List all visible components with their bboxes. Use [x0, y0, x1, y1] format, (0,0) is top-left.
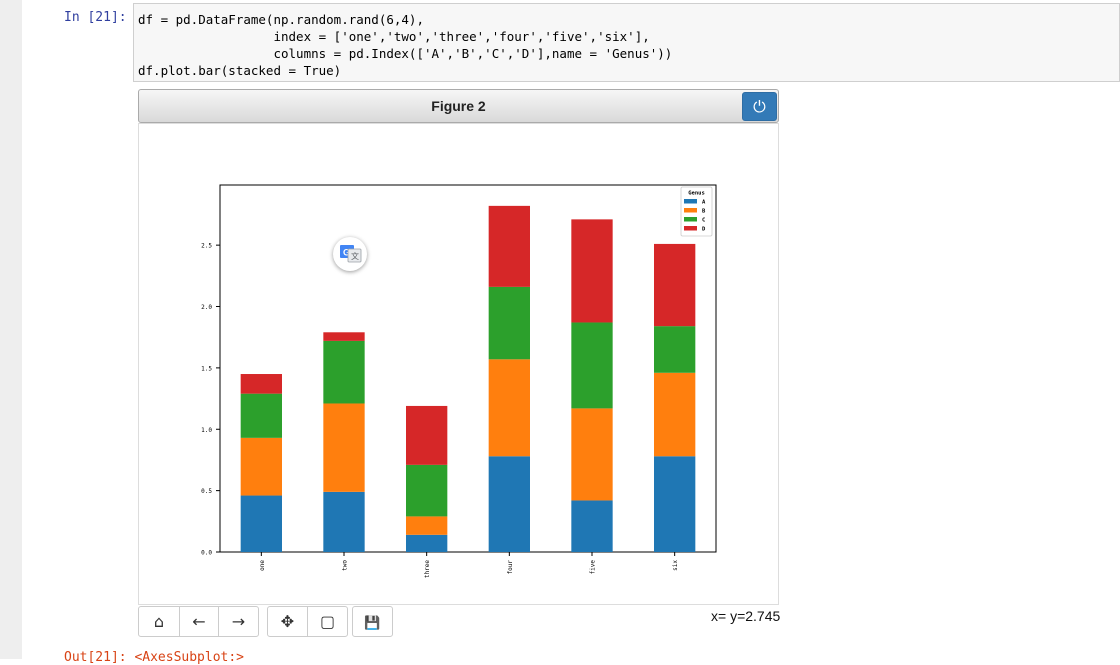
notebook-gutter — [0, 0, 22, 659]
legend-label-A: A — [702, 200, 706, 206]
code-cell[interactable]: df = pd.DataFrame(np.random.rand(6,4), i… — [133, 3, 1120, 82]
bar-D-three — [406, 405, 448, 465]
coordinate-readout: x= y=2.745 — [711, 608, 781, 624]
figure-header: Figure 2 ⏻ — [138, 89, 779, 123]
zoom-button[interactable]: ▢ — [307, 606, 348, 637]
bar-D-two — [323, 332, 365, 341]
bar-C-two — [323, 340, 365, 404]
figure-title: Figure 2 — [431, 98, 486, 114]
y-tick-label: 0.0 — [201, 550, 212, 557]
legend-swatch-A — [684, 199, 697, 204]
legend-swatch-C — [684, 217, 697, 222]
bar-C-six — [654, 326, 696, 373]
forward-button[interactable]: → — [218, 606, 259, 637]
home-icon: ⌂ — [153, 612, 165, 631]
bar-C-one — [240, 393, 282, 438]
bar-A-five — [571, 500, 613, 552]
bar-A-three — [406, 534, 448, 552]
bar-B-three — [406, 516, 448, 535]
bar-B-four — [488, 359, 530, 457]
save-button[interactable]: 💾 — [352, 606, 393, 637]
bar-B-six — [654, 372, 696, 457]
back-button[interactable]: ← — [179, 606, 219, 637]
y-tick-label: 1.0 — [201, 427, 212, 434]
bar-A-one — [240, 495, 282, 552]
x-tick-label: one — [259, 560, 266, 571]
plot-area — [219, 184, 717, 553]
y-tick-label: 2.5 — [201, 243, 212, 250]
translate-extension-icon[interactable]: G 文 — [333, 237, 367, 271]
legend-label-C: C — [702, 218, 705, 224]
bar-B-one — [240, 437, 282, 496]
y-tick-label: 2.0 — [201, 304, 212, 311]
forward-icon: → — [231, 612, 246, 631]
svg-text:G: G — [343, 248, 350, 258]
x-tick-label: five — [590, 560, 597, 575]
power-icon: ⏻ — [753, 97, 766, 116]
bar-C-four — [488, 286, 530, 360]
x-tick-label: three — [424, 560, 431, 578]
bar-A-four — [488, 456, 530, 552]
output-prompt: Out[21]: <AxesSubplot:> — [64, 650, 245, 665]
legend-swatch-D — [684, 226, 697, 231]
bar-D-four — [488, 205, 530, 287]
bar-A-two — [323, 491, 365, 552]
legend-title: Genus — [688, 191, 705, 197]
y-tick-label: 1.5 — [201, 365, 212, 372]
move-icon: ✥ — [280, 612, 295, 631]
legend-label-B: B — [702, 209, 706, 215]
legend-swatch-B — [684, 208, 697, 213]
code-line-4: df.plot.bar(stacked = True) — [138, 63, 342, 78]
legend-label-D: D — [702, 227, 706, 233]
bar-C-five — [571, 322, 613, 409]
bar-D-one — [240, 374, 282, 394]
svg-text:文: 文 — [351, 251, 359, 261]
code-line-3: columns = pd.Index(['A','B','C','D'],nam… — [138, 46, 673, 61]
bar-A-six — [654, 456, 696, 552]
stacked-bar-chart: 0.0 0.5 1.0 1.5 2.0 2.5 one two three four five si… — [201, 184, 717, 578]
back-icon: ← — [192, 612, 206, 631]
x-tick-label: two — [342, 560, 349, 571]
bar-D-six — [654, 243, 696, 327]
zoom-rect-icon: ▢ — [319, 612, 336, 631]
code-line-2: index = ['one','two','three','four','fiv… — [138, 29, 650, 44]
code-line-1: df = pd.DataFrame(np.random.rand(6,4), — [138, 12, 424, 27]
close-figure-button[interactable]: ⏻ — [742, 92, 777, 121]
bar-B-five — [571, 408, 613, 501]
pan-button[interactable]: ✥ — [267, 606, 308, 637]
home-button[interactable]: ⌂ — [138, 606, 180, 637]
save-icon: 💾 — [364, 616, 381, 631]
y-tick-label: 0.5 — [201, 488, 212, 495]
input-prompt: In [21]: — [64, 10, 127, 25]
figure-canvas[interactable]: 0.0 0.5 1.0 1.5 2.0 2.5 one two three four five si… — [138, 123, 779, 605]
x-tick-label: four — [507, 560, 514, 575]
x-tick-label: six — [672, 560, 679, 571]
google-translate-icon: G 文 — [340, 245, 362, 263]
bar-D-five — [571, 219, 613, 323]
bar-C-three — [406, 464, 448, 517]
bar-B-two — [323, 403, 365, 492]
